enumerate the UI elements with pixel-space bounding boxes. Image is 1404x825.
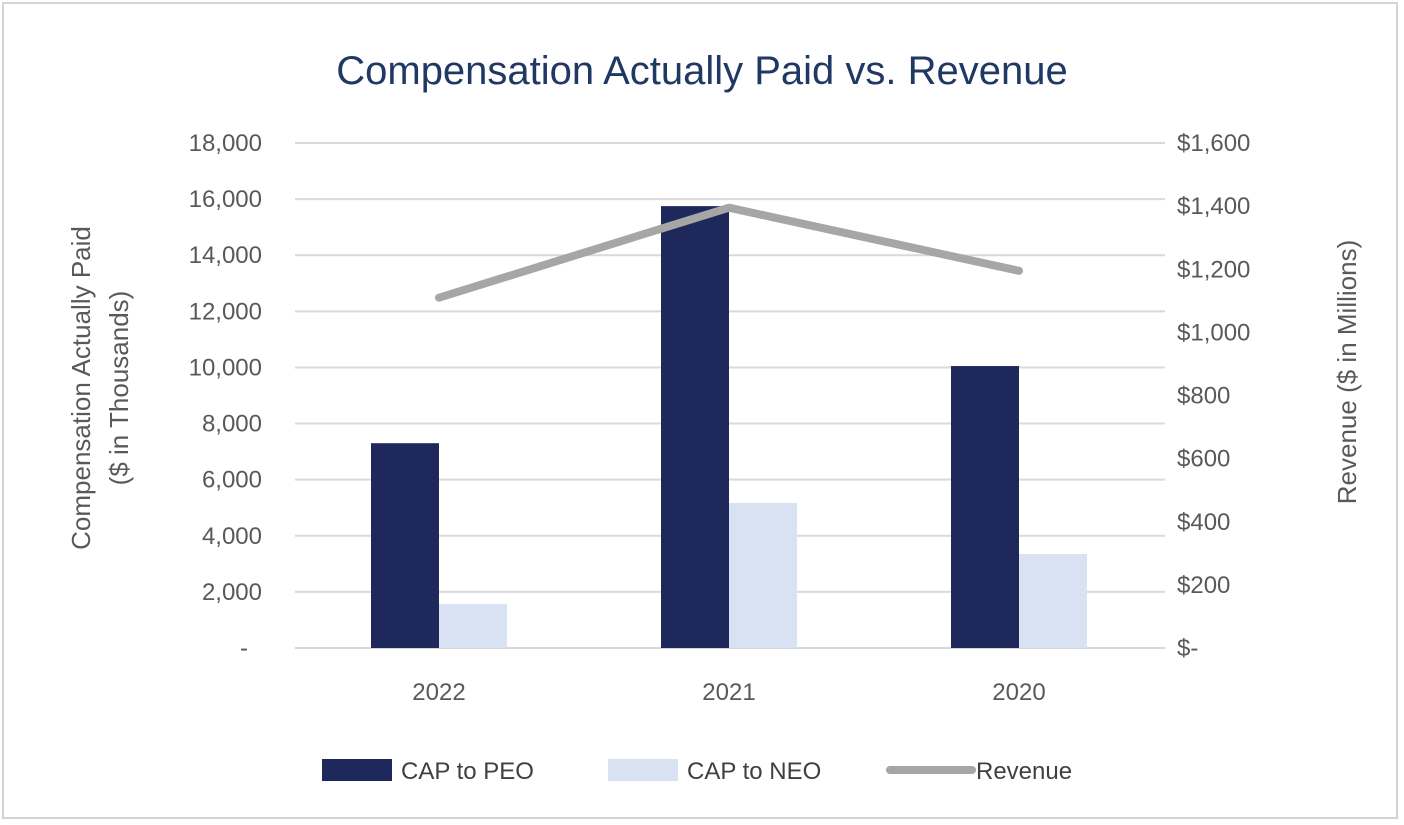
y2-axis-label: Revenue ($ in Millions) bbox=[1332, 240, 1362, 504]
bar-cap-to-peo bbox=[661, 206, 729, 648]
y-tick-label: 10,000 bbox=[189, 354, 262, 381]
y2-tick-label: $1,400 bbox=[1177, 193, 1250, 220]
x-tick-label: 2020 bbox=[992, 679, 1045, 706]
y-tick-label: 14,000 bbox=[189, 242, 262, 269]
y2-tick-label: $1,000 bbox=[1177, 319, 1250, 346]
y-tick-label: - bbox=[240, 635, 248, 662]
bar-cap-to-peo bbox=[951, 366, 1019, 648]
y-tick-label: 12,000 bbox=[189, 298, 262, 325]
bar-cap-to-neo bbox=[439, 603, 507, 648]
y2-tick-label: $200 bbox=[1177, 572, 1230, 599]
y2-tick-label: $800 bbox=[1177, 383, 1230, 410]
y2-tick-label: $400 bbox=[1177, 509, 1230, 536]
bar-cap-to-neo bbox=[1019, 554, 1087, 648]
legend-label: CAP to PEO bbox=[401, 758, 534, 785]
y-axis-label-line2: ($ in Thousands) bbox=[104, 291, 134, 486]
chart-title: Compensation Actually Paid vs. Revenue bbox=[336, 49, 1068, 93]
y2-tick-label: $600 bbox=[1177, 446, 1230, 473]
x-tick-label: 2021 bbox=[702, 679, 755, 706]
legend-label: Revenue bbox=[976, 758, 1072, 785]
y2-tick-label: $- bbox=[1177, 635, 1198, 662]
y-tick-label: 8,000 bbox=[202, 411, 262, 438]
y-tick-label: 2,000 bbox=[202, 579, 262, 606]
y-tick-label: 6,000 bbox=[202, 467, 262, 494]
y-tick-label: 16,000 bbox=[189, 186, 262, 213]
legend-label: CAP to NEO bbox=[687, 758, 821, 785]
legend-swatch bbox=[322, 759, 392, 781]
y-axis-label-line1: Compensation Actually Paid bbox=[66, 226, 96, 550]
y2-tick-label: $1,200 bbox=[1177, 256, 1250, 283]
y-tick-label: 18,000 bbox=[189, 130, 262, 157]
y-tick-label: 4,000 bbox=[202, 523, 262, 550]
bar-cap-to-peo bbox=[371, 443, 439, 648]
x-tick-label: 2022 bbox=[412, 679, 465, 706]
y2-tick-label: $1,600 bbox=[1177, 130, 1250, 157]
legend-swatch bbox=[608, 759, 678, 781]
line-revenue bbox=[435, 203, 1023, 302]
bar-cap-to-neo bbox=[729, 502, 797, 648]
